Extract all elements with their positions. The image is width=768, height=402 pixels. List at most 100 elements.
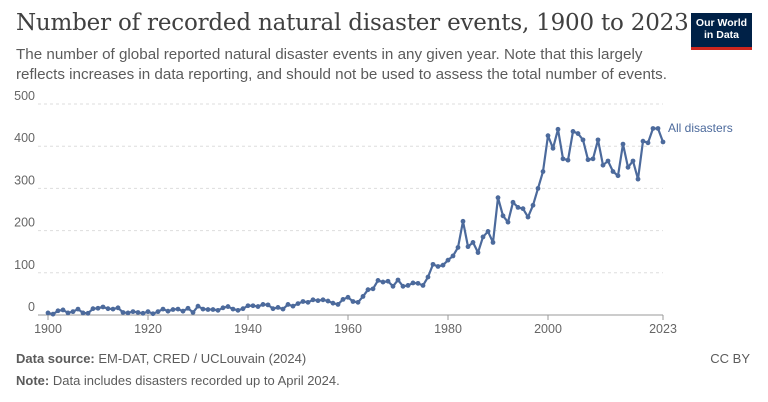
license-link[interactable]: CC BY xyxy=(710,351,750,366)
data-point[interactable] xyxy=(60,307,66,313)
series-line-all-disasters[interactable] xyxy=(46,127,665,316)
data-point[interactable] xyxy=(225,304,231,309)
data-point[interactable] xyxy=(55,308,61,314)
data-point[interactable] xyxy=(50,311,56,317)
data-source-text[interactable]: EM-DAT, CRED / UCLouvain (2024) xyxy=(98,351,307,366)
data-point[interactable] xyxy=(185,305,191,311)
data-point[interactable] xyxy=(415,280,421,286)
data-point[interactable] xyxy=(330,300,336,306)
data-point[interactable] xyxy=(485,229,491,234)
data-point[interactable] xyxy=(400,283,406,289)
data-point[interactable] xyxy=(555,126,561,132)
owid-logo[interactable]: Our World in Data xyxy=(691,13,752,50)
data-point[interactable] xyxy=(75,306,81,312)
data-point[interactable] xyxy=(285,302,291,307)
data-point[interactable] xyxy=(460,218,466,224)
data-point[interactable] xyxy=(655,126,661,131)
data-point[interactable] xyxy=(65,310,71,316)
data-point[interactable] xyxy=(160,306,166,312)
data-point[interactable] xyxy=(390,283,396,289)
data-point[interactable] xyxy=(155,309,161,315)
data-point[interactable] xyxy=(180,308,186,314)
data-point[interactable] xyxy=(360,294,366,299)
data-point[interactable] xyxy=(590,156,596,162)
data-point[interactable] xyxy=(105,306,111,312)
data-point[interactable] xyxy=(445,257,451,263)
data-point[interactable] xyxy=(250,303,256,309)
data-point[interactable] xyxy=(500,213,506,219)
data-point[interactable] xyxy=(245,303,251,309)
data-point[interactable] xyxy=(450,253,456,259)
data-point[interactable] xyxy=(140,310,146,316)
data-point[interactable] xyxy=(145,309,151,315)
data-point[interactable] xyxy=(650,126,656,131)
data-point[interactable] xyxy=(275,305,281,310)
data-point[interactable] xyxy=(340,296,346,302)
data-point[interactable] xyxy=(95,305,101,311)
data-point[interactable] xyxy=(195,303,201,309)
data-point[interactable] xyxy=(170,307,176,312)
data-point[interactable] xyxy=(190,310,196,315)
data-point[interactable] xyxy=(175,306,181,312)
data-point[interactable] xyxy=(80,310,86,316)
data-point[interactable] xyxy=(380,279,386,285)
data-point[interactable] xyxy=(430,261,436,267)
data-point[interactable] xyxy=(560,156,566,162)
data-point[interactable] xyxy=(230,306,236,312)
data-point[interactable] xyxy=(45,310,51,316)
data-point[interactable] xyxy=(635,176,641,182)
data-point[interactable] xyxy=(525,214,531,220)
data-point[interactable] xyxy=(205,307,211,312)
data-point[interactable] xyxy=(490,240,496,245)
data-point[interactable] xyxy=(110,306,116,312)
data-point[interactable] xyxy=(465,244,471,250)
data-point[interactable] xyxy=(515,204,521,210)
data-point[interactable] xyxy=(305,299,311,305)
data-point[interactable] xyxy=(345,294,351,300)
data-point[interactable] xyxy=(255,304,261,309)
data-point[interactable] xyxy=(395,277,401,283)
data-point[interactable] xyxy=(70,309,76,315)
data-point[interactable] xyxy=(280,306,286,312)
data-point[interactable] xyxy=(615,173,621,179)
data-point[interactable] xyxy=(220,305,226,311)
data-point[interactable] xyxy=(270,306,276,312)
data-point[interactable] xyxy=(505,219,511,225)
data-point[interactable] xyxy=(290,303,296,309)
data-point[interactable] xyxy=(425,274,431,280)
data-point[interactable] xyxy=(550,145,556,151)
data-point[interactable] xyxy=(440,262,446,268)
data-point[interactable] xyxy=(480,234,486,240)
data-point[interactable] xyxy=(660,139,666,145)
data-point[interactable] xyxy=(625,164,631,170)
data-point[interactable] xyxy=(585,157,591,163)
data-point[interactable] xyxy=(630,158,636,164)
data-point[interactable] xyxy=(495,195,501,201)
data-point[interactable] xyxy=(215,307,221,313)
data-point[interactable] xyxy=(310,297,316,303)
data-point[interactable] xyxy=(265,302,271,308)
data-point[interactable] xyxy=(135,310,141,315)
data-point[interactable] xyxy=(385,278,391,284)
data-point[interactable] xyxy=(165,308,171,314)
data-point[interactable] xyxy=(605,158,611,164)
data-point[interactable] xyxy=(600,162,606,168)
data-point[interactable] xyxy=(535,186,541,191)
data-point[interactable] xyxy=(335,302,341,307)
data-point[interactable] xyxy=(200,306,206,312)
data-point[interactable] xyxy=(85,310,91,316)
data-point[interactable] xyxy=(370,286,376,292)
data-point[interactable] xyxy=(470,240,476,245)
data-point[interactable] xyxy=(645,140,651,146)
data-point[interactable] xyxy=(405,283,411,288)
data-point[interactable] xyxy=(580,137,586,143)
data-point[interactable] xyxy=(435,264,441,269)
data-point[interactable] xyxy=(320,297,326,303)
data-point[interactable] xyxy=(640,138,646,144)
data-point[interactable] xyxy=(530,202,536,208)
data-point[interactable] xyxy=(620,141,626,147)
data-point[interactable] xyxy=(240,306,246,312)
data-point[interactable] xyxy=(125,310,131,316)
data-point[interactable] xyxy=(355,299,361,305)
data-point[interactable] xyxy=(325,298,331,304)
